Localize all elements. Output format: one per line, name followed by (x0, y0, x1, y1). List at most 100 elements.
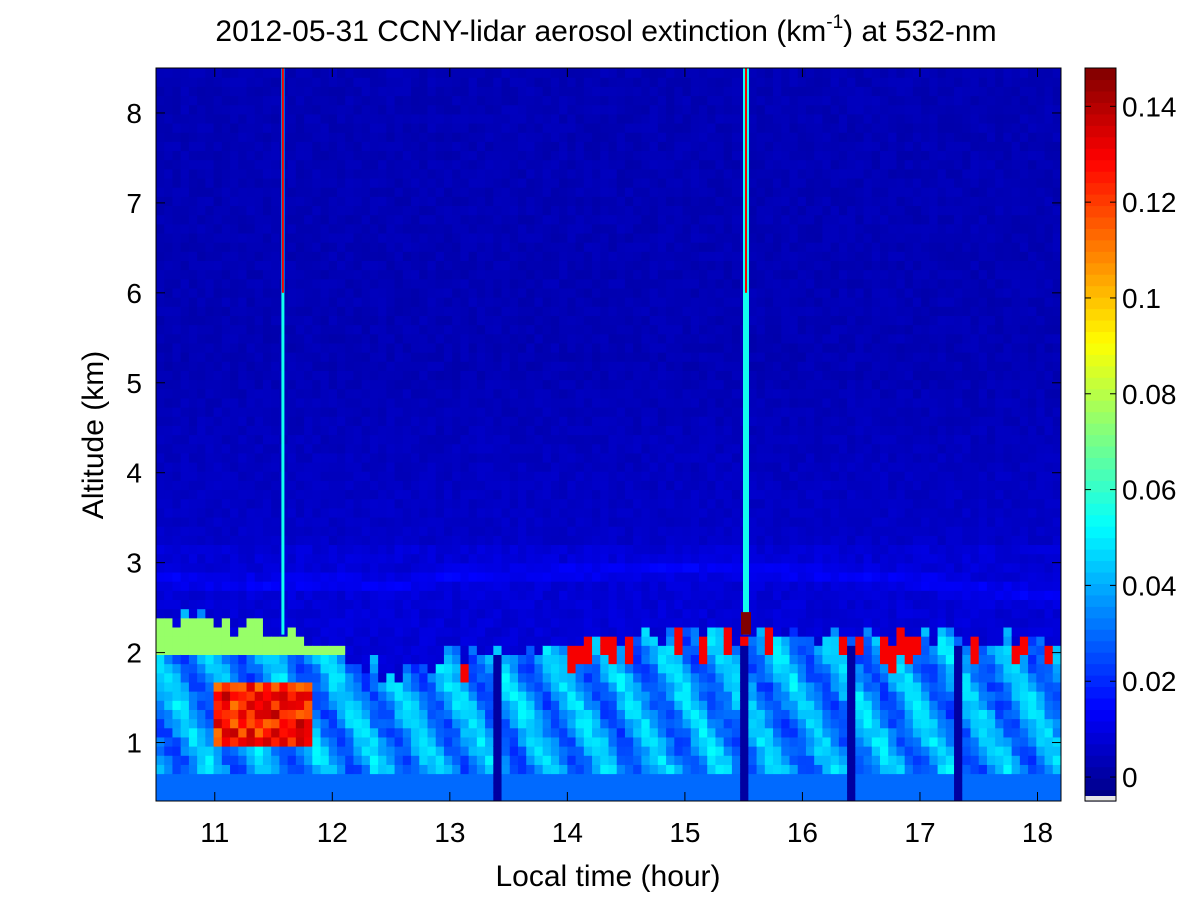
heatmap-cell (633, 77, 643, 87)
heatmap-cell (197, 571, 206, 582)
heatmap-cell (394, 434, 404, 445)
heatmap-cell (435, 516, 445, 527)
heatmap-cell (476, 663, 486, 674)
heatmap-cell (188, 177, 198, 188)
heatmap-cell (164, 287, 174, 298)
heatmap-cell (164, 388, 174, 399)
heatmap-cell (526, 461, 536, 472)
heatmap-cell (262, 553, 272, 564)
heatmap-cell (526, 562, 536, 573)
heatmap-cell (485, 223, 494, 234)
heatmap-cell (427, 68, 437, 78)
heatmap-cell (386, 736, 396, 747)
heatmap-cell (262, 736, 272, 747)
heatmap-cell (600, 68, 610, 78)
heatmap-cell (295, 516, 305, 527)
heatmap-cell (353, 480, 363, 491)
heatmap-cell (485, 278, 494, 289)
heatmap-cell (443, 709, 453, 720)
heatmap-cell (238, 297, 248, 307)
heatmap-cell (164, 471, 174, 481)
heatmap-cell (518, 654, 527, 665)
heatmap-cell (369, 269, 379, 280)
heatmap-cell (221, 297, 231, 307)
heatmap-cell (518, 663, 527, 674)
heatmap-cell (394, 223, 404, 234)
heatmap-cell (550, 416, 560, 426)
heatmap-cell (476, 352, 486, 362)
heatmap-cell (172, 681, 182, 692)
heatmap-cell (452, 315, 462, 326)
heatmap-cell (386, 764, 396, 775)
heatmap-cell (493, 416, 503, 426)
heatmap-cell (592, 187, 601, 197)
heatmap-cell (295, 553, 305, 564)
heatmap-cell (378, 516, 387, 527)
heatmap-cell (164, 86, 174, 97)
heatmap-cell (575, 452, 585, 463)
heatmap-cell (641, 489, 651, 500)
heatmap-cell (608, 425, 618, 436)
heatmap-cell (180, 324, 190, 335)
heatmap-cell (575, 287, 585, 298)
heatmap-cell (205, 489, 215, 500)
heatmap-cell (337, 77, 346, 87)
heatmap-cell (230, 746, 239, 756)
heatmap-cell (279, 764, 289, 775)
heatmap-cell (221, 617, 231, 628)
heatmap-cell (583, 260, 593, 271)
heatmap-cell (394, 645, 404, 655)
heatmap-cell (542, 141, 552, 152)
heatmap-cell (320, 507, 330, 518)
heatmap-cell (328, 196, 338, 207)
heatmap-cell (238, 746, 248, 756)
heatmap-cell (575, 791, 585, 801)
heatmap-cell (624, 691, 634, 701)
heatmap-cell (452, 361, 462, 371)
heatmap-cell (460, 755, 470, 765)
heatmap-cell (501, 95, 511, 106)
heatmap-cell (262, 104, 272, 115)
heatmap-cell (369, 645, 379, 655)
heatmap-cell (287, 434, 297, 445)
heatmap-cell (452, 214, 462, 225)
heatmap-cell (501, 461, 511, 472)
heatmap-cell (501, 755, 511, 765)
heatmap-cell (353, 617, 363, 628)
heatmap-cell (575, 736, 585, 747)
heatmap-cell (485, 397, 494, 408)
heatmap-cell (592, 242, 601, 252)
heatmap-cell (443, 571, 453, 582)
heatmap-cell (312, 718, 322, 729)
heatmap-cell (452, 755, 462, 765)
heatmap-cell (304, 196, 313, 207)
heatmap-cell (592, 746, 601, 756)
heatmap-cell (624, 187, 634, 197)
heatmap-cell (485, 232, 494, 243)
heatmap-cell (624, 461, 634, 472)
heatmap-cell (328, 361, 338, 371)
heatmap-cell (328, 370, 338, 381)
heatmap-cell (526, 232, 536, 243)
heatmap-cell (287, 782, 297, 793)
heatmap-cell (419, 269, 429, 280)
heatmap-cell (419, 287, 429, 298)
heatmap-cell (616, 361, 626, 371)
heatmap-cell (476, 581, 486, 591)
heatmap-cell (353, 516, 363, 527)
heatmap-cell (657, 342, 667, 353)
heatmap-cell (164, 645, 174, 655)
heatmap-cell (452, 608, 462, 619)
heatmap-cell (427, 187, 437, 197)
heatmap-cell (567, 333, 577, 344)
heatmap-cell (419, 177, 429, 188)
heatmap-cell (156, 663, 165, 674)
heatmap-cell (221, 370, 231, 381)
heatmap-cell (460, 691, 470, 701)
heatmap-cell (501, 645, 511, 655)
heatmap-cell (337, 352, 346, 362)
heatmap-cell (238, 342, 248, 353)
heatmap-cell (485, 590, 494, 601)
heatmap-cell (476, 214, 486, 225)
heatmap-cell (369, 434, 379, 445)
